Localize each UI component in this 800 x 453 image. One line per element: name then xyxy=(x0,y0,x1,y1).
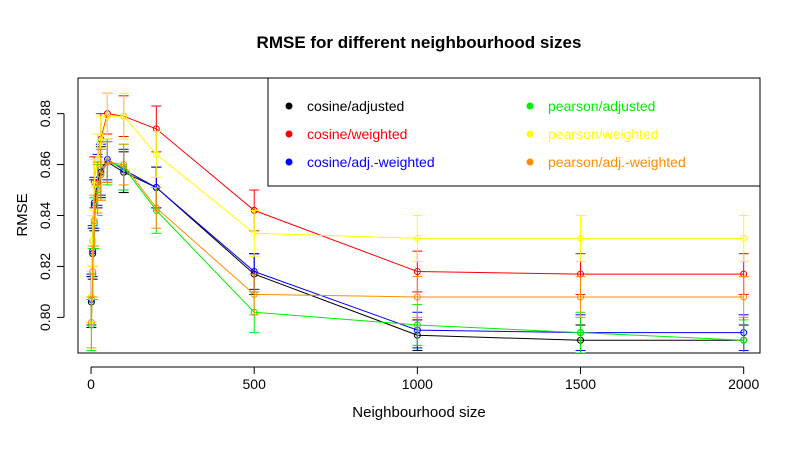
y-axis: 0.80 0.82 0.84 0.86 0.88 xyxy=(37,100,65,331)
data-point xyxy=(577,234,585,242)
legend-marker xyxy=(285,130,293,138)
x-tick-label: 2000 xyxy=(728,376,759,392)
series-pearson-weighted xyxy=(86,92,749,323)
y-axis-title: RMSE xyxy=(14,193,31,236)
data-point xyxy=(413,293,421,301)
legend: cosine/adjusted cosine/weighted cosine/adj… xyxy=(267,77,761,187)
data-point xyxy=(89,237,97,245)
data-point xyxy=(87,318,95,326)
data-point xyxy=(250,290,258,298)
y-tick-label: 0.88 xyxy=(37,100,53,127)
legend-marker xyxy=(526,130,534,138)
legend-marker xyxy=(285,102,293,110)
series-pearson-adj-weighted xyxy=(86,141,749,349)
data-point xyxy=(152,204,160,212)
x-axis-title: Neighbourhood size xyxy=(352,404,485,421)
y-tick-label: 0.82 xyxy=(37,253,53,280)
chart-title: RMSE for different neighbourhood sizes xyxy=(257,33,582,52)
data-point xyxy=(97,171,105,179)
data-point xyxy=(89,268,97,276)
data-point xyxy=(740,234,748,242)
legend-label: pearson/adjusted xyxy=(548,98,655,114)
y-tick-label: 0.84 xyxy=(37,202,53,229)
x-tick-label: 1000 xyxy=(402,376,433,392)
data-point xyxy=(413,234,421,242)
data-point xyxy=(577,293,585,301)
data-point xyxy=(413,321,421,329)
legend-marker xyxy=(526,102,534,110)
data-point xyxy=(740,336,748,344)
legend-label: cosine/adjusted xyxy=(307,98,404,114)
plot-marks xyxy=(86,92,749,353)
legend-box xyxy=(267,77,761,187)
x-axis: 0 500 1000 1500 2000 xyxy=(87,366,759,392)
data-point xyxy=(740,293,748,301)
data-point xyxy=(152,150,160,158)
data-point xyxy=(413,268,421,276)
data-point xyxy=(250,229,258,237)
data-point xyxy=(90,217,98,225)
legend-label: cosine/adj.-weighted xyxy=(307,154,435,170)
legend-label: pearson/adj.-weighted xyxy=(548,154,686,170)
data-point xyxy=(120,161,128,169)
data-point xyxy=(120,112,128,120)
legend-label: cosine/weighted xyxy=(307,126,407,142)
y-tick-label: 0.80 xyxy=(37,304,53,331)
data-point xyxy=(577,329,585,337)
legend-marker xyxy=(285,158,293,166)
y-tick-label: 0.86 xyxy=(37,151,53,178)
data-point xyxy=(103,158,111,166)
plot-area xyxy=(86,92,749,353)
x-tick-label: 0 xyxy=(87,376,95,392)
legend-marker xyxy=(526,158,534,166)
legend-label: pearson/weighted xyxy=(548,126,659,142)
x-tick-label: 500 xyxy=(243,376,267,392)
x-tick-label: 1500 xyxy=(565,376,596,392)
data-point xyxy=(103,112,111,120)
